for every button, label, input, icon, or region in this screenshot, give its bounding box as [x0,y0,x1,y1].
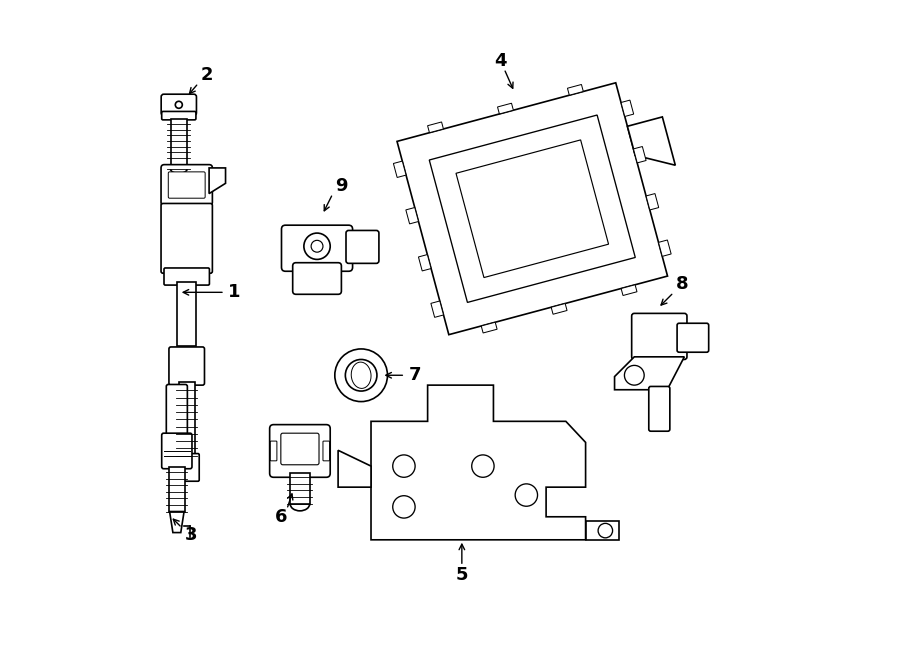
Polygon shape [338,450,371,487]
FancyBboxPatch shape [161,165,212,206]
Polygon shape [586,522,618,540]
Polygon shape [371,385,586,540]
Text: 1: 1 [228,284,240,301]
FancyBboxPatch shape [632,313,687,360]
Polygon shape [621,285,637,295]
Circle shape [304,233,330,259]
FancyBboxPatch shape [270,441,277,461]
Polygon shape [429,115,635,303]
Text: 3: 3 [184,525,197,543]
FancyBboxPatch shape [270,424,330,477]
Circle shape [625,366,644,385]
Polygon shape [568,85,583,95]
Polygon shape [621,100,634,116]
Polygon shape [498,103,513,114]
Text: 7: 7 [409,366,421,384]
FancyBboxPatch shape [649,387,670,431]
Polygon shape [431,301,444,317]
Circle shape [176,101,183,108]
Polygon shape [209,168,226,194]
Circle shape [472,455,494,477]
FancyBboxPatch shape [323,441,329,461]
Polygon shape [397,83,668,334]
Polygon shape [418,254,431,271]
FancyBboxPatch shape [677,323,708,352]
Circle shape [515,484,537,506]
FancyBboxPatch shape [162,433,192,469]
Polygon shape [634,147,646,163]
Bar [290,473,310,504]
Text: 4: 4 [494,52,507,69]
Text: 9: 9 [335,176,347,195]
FancyBboxPatch shape [168,172,205,198]
FancyBboxPatch shape [282,225,353,271]
Polygon shape [627,117,675,165]
Text: 2: 2 [200,66,212,84]
Bar [179,382,194,455]
FancyBboxPatch shape [346,231,379,263]
Ellipse shape [351,362,371,389]
Circle shape [346,360,377,391]
Polygon shape [406,208,419,224]
FancyBboxPatch shape [161,204,212,273]
Bar [169,467,184,512]
FancyBboxPatch shape [292,262,341,294]
Polygon shape [659,240,671,256]
Circle shape [311,241,323,253]
FancyBboxPatch shape [164,268,210,285]
Polygon shape [615,357,684,390]
Bar [177,282,196,346]
Polygon shape [482,322,497,333]
Polygon shape [169,512,184,533]
Polygon shape [393,161,406,177]
Text: 8: 8 [675,276,688,293]
Polygon shape [551,303,567,314]
FancyBboxPatch shape [281,433,319,465]
Circle shape [392,496,415,518]
Text: 5: 5 [455,566,468,584]
Circle shape [598,524,613,538]
Polygon shape [456,140,608,278]
Bar [171,118,187,169]
FancyBboxPatch shape [169,347,204,385]
Circle shape [392,455,415,477]
FancyBboxPatch shape [166,385,187,436]
Polygon shape [646,194,659,210]
Polygon shape [428,122,444,133]
FancyBboxPatch shape [175,453,199,481]
FancyBboxPatch shape [162,112,196,120]
Text: 6: 6 [275,508,288,526]
FancyBboxPatch shape [161,95,196,116]
Circle shape [335,349,388,402]
